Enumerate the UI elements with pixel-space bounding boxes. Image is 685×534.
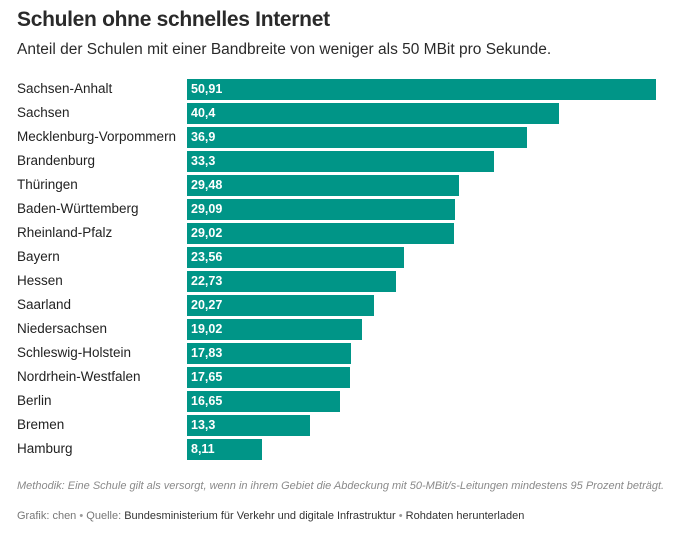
bar-value-label: 23,56 xyxy=(191,250,223,264)
category-label: Baden-Württemberg xyxy=(17,201,139,216)
bar-value-label: 50,91 xyxy=(191,82,223,96)
category-label: Bayern xyxy=(17,249,60,264)
bar xyxy=(187,319,362,340)
source-label: Quelle: xyxy=(86,510,122,522)
category-label: Berlin xyxy=(17,393,52,408)
bar-value-label: 20,27 xyxy=(191,298,223,312)
bar-row: Schleswig-Holstein 17,83 xyxy=(0,342,685,366)
category-label: Mecklenburg-Vorpommern xyxy=(17,129,177,144)
category-label: Niedersachsen xyxy=(17,321,108,336)
bar-row: Sachsen-Anhalt 50,91 xyxy=(0,78,685,102)
bar-value-label: 8,11 xyxy=(191,442,215,456)
bar-value-label: 36,9 xyxy=(191,130,216,144)
bar xyxy=(187,127,527,148)
bar-value-label: 13,3 xyxy=(191,418,216,432)
bar xyxy=(187,343,351,364)
bar-row: Bremen 13,3 xyxy=(0,414,685,438)
bar-row: Rheinland-Pfalz 29,02 xyxy=(0,222,685,246)
bar-value-label: 33,3 xyxy=(191,154,216,168)
bar-row: Mecklenburg-Vorpommern 36,9 xyxy=(0,126,685,150)
bar-value-label: 17,83 xyxy=(191,346,223,360)
credit-text: Grafik: chen xyxy=(17,510,77,522)
bar-row: Bayern 23,56 xyxy=(0,246,685,270)
chart-subtitle: Anteil der Schulen mit einer Bandbreite … xyxy=(17,41,552,58)
category-label: Thüringen xyxy=(17,177,78,192)
category-label: Sachsen xyxy=(17,105,70,120)
separator-2: • xyxy=(398,510,403,522)
bar xyxy=(187,79,656,100)
source-line: Grafik: chen • Quelle: Bundesministerium… xyxy=(17,510,524,522)
bar-row: Niedersachsen 19,02 xyxy=(0,318,685,342)
bar xyxy=(187,295,374,316)
chart-title: Schulen ohne schnelles Internet xyxy=(17,8,330,31)
bar xyxy=(187,223,454,244)
bar xyxy=(187,175,459,196)
bar xyxy=(187,415,310,436)
separator-1: • xyxy=(79,510,84,522)
category-label: Nordrhein-Westfalen xyxy=(17,369,141,384)
bar-row: Sachsen 40,4 xyxy=(0,102,685,126)
bar-value-label: 22,73 xyxy=(191,274,223,288)
bar-row: Berlin 16,65 xyxy=(0,390,685,414)
category-label: Saarland xyxy=(17,297,72,312)
bar-value-label: 29,48 xyxy=(191,178,223,192)
bar-row: Saarland 20,27 xyxy=(0,294,685,318)
bar-value-label: 29,09 xyxy=(191,202,223,216)
bar xyxy=(187,367,350,388)
category-label: Sachsen-Anhalt xyxy=(17,81,113,96)
bar xyxy=(187,247,404,268)
bar-row: Nordrhein-Westfalen 17,65 xyxy=(0,366,685,390)
download-link[interactable]: Rohdaten herunterladen xyxy=(405,510,525,522)
bar xyxy=(187,391,340,412)
bar-value-label: 16,65 xyxy=(191,394,223,408)
category-label: Brandenburg xyxy=(17,153,96,168)
bar-row: Hamburg 8,11 xyxy=(0,438,685,462)
bar-value-label: 29,02 xyxy=(191,226,223,240)
bar-row: Thüringen 29,48 xyxy=(0,174,685,198)
bar xyxy=(187,439,262,460)
bar xyxy=(187,199,455,220)
bar xyxy=(187,151,494,172)
methodology-note: Methodik: Eine Schule gilt als versorgt,… xyxy=(17,480,665,492)
bar-value-label: 17,65 xyxy=(191,370,223,384)
bar-value-label: 40,4 xyxy=(191,106,216,120)
bar-row: Baden-Württemberg 29,09 xyxy=(0,198,685,222)
category-label: Bremen xyxy=(17,417,65,432)
bar xyxy=(187,271,396,292)
bar-row: Brandenburg 33,3 xyxy=(0,150,685,174)
bar xyxy=(187,103,559,124)
category-label: Schleswig-Holstein xyxy=(17,345,132,360)
category-label: Hamburg xyxy=(17,441,73,456)
category-label: Hessen xyxy=(17,273,63,288)
bar-value-label: 19,02 xyxy=(191,322,223,336)
bar-chart: Sachsen-Anhalt 50,91 Sachsen 40,4 Mecklenbur… xyxy=(0,78,685,463)
bar-row: Hessen 22,73 xyxy=(0,270,685,294)
category-label: Rheinland-Pfalz xyxy=(17,225,113,240)
source-name: Bundesministerium für Verkehr und digita… xyxy=(124,510,396,522)
